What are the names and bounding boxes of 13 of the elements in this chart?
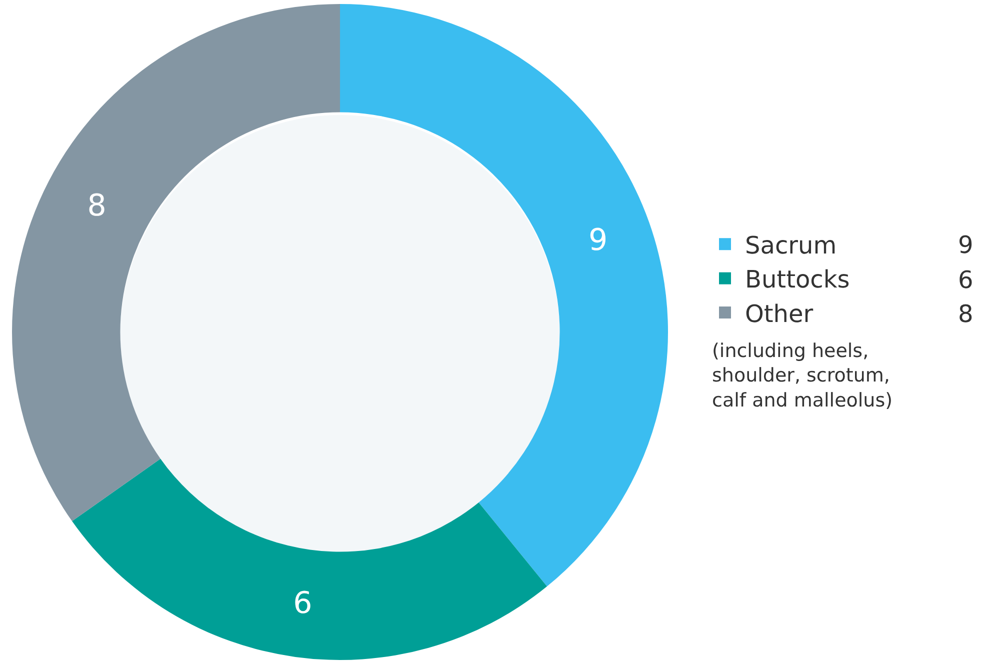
data-label: 6 (293, 586, 312, 621)
donut-slice (340, 4, 668, 586)
text: 9 (958, 231, 974, 259)
text: (including heels, shoulder, scrotum, calf and malleolus) (712, 340, 893, 412)
data-label: 8 (87, 188, 106, 224)
donut-slice (72, 458, 547, 660)
donut-slice (12, 4, 340, 522)
legend-label: Buttocks (745, 266, 850, 294)
legend-label: Other (745, 300, 814, 328)
text: 6 (958, 266, 974, 294)
legend-label: Sacrum (745, 231, 837, 260)
data-label: 9 (588, 222, 608, 258)
text: 8 (958, 300, 974, 328)
